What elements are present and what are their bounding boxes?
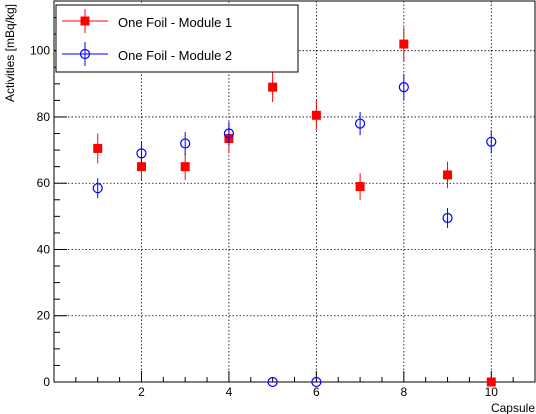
data-point: [180, 162, 190, 172]
data-point: [267, 376, 278, 388]
y-tick-label: 20: [37, 309, 51, 323]
data-point: [442, 212, 453, 224]
y-tick-label: 100: [30, 44, 50, 58]
x-tick-label: 10: [485, 385, 499, 399]
x-axis-label: Capsule: [491, 401, 535, 414]
data-point: [311, 110, 321, 120]
data-point: [311, 376, 322, 388]
legend-box: [55, 4, 299, 73]
legend-markers: [62, 9, 108, 66]
legend-label-module-1: One Foil - Module 1: [118, 15, 232, 30]
x-tick-label: 4: [226, 385, 233, 399]
data-point: [355, 182, 365, 192]
data-point: [398, 82, 409, 93]
data-point: [92, 183, 103, 194]
data-point: [180, 138, 191, 149]
data-point: [486, 136, 497, 147]
data-point: [223, 128, 235, 139]
series-module-2: [92, 73, 497, 388]
data-point: [268, 82, 278, 92]
axis-ticks: [54, 17, 514, 383]
y-tick-label: 80: [37, 110, 51, 124]
data-point: [486, 377, 496, 387]
x-tick-label: 8: [400, 385, 407, 399]
legend: One Foil - Module 1 One Foil - Module 2: [55, 4, 299, 73]
data-point: [443, 170, 453, 180]
data-series: [92, 27, 497, 388]
data-point: [399, 39, 409, 49]
data-point: [136, 162, 146, 172]
data-point: [93, 143, 103, 153]
legend-label-module-2: One Foil - Module 2: [118, 48, 232, 63]
y-tick-label: 40: [37, 242, 51, 256]
y-axis-label: Activities [mBq/kg]: [3, 4, 17, 102]
legend-marker: [79, 48, 91, 60]
series-module-1: [93, 27, 496, 387]
y-tick-label: 60: [37, 176, 51, 190]
data-point: [136, 148, 147, 159]
y-tick-label: 0: [43, 375, 50, 389]
x-tick-label: 2: [138, 385, 145, 399]
legend-marker: [80, 16, 90, 26]
data-point: [354, 118, 366, 129]
x-tick-label: 6: [313, 385, 320, 399]
